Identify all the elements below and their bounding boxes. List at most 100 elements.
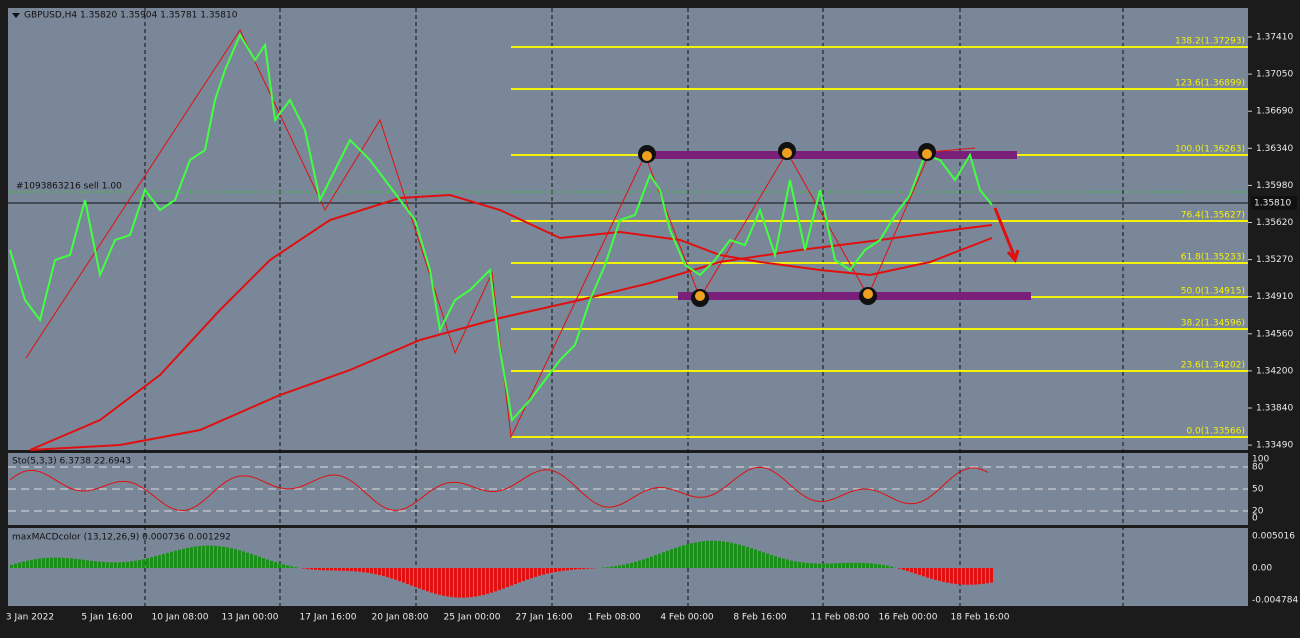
macd-bar bbox=[194, 547, 197, 568]
fib-label: 76.4(1.35627) bbox=[1181, 211, 1245, 221]
macd-bar bbox=[450, 568, 453, 597]
macd-bar bbox=[202, 546, 205, 568]
macd-bar bbox=[182, 549, 185, 568]
macd-bar bbox=[278, 563, 281, 568]
price-label: 1.33490 bbox=[1256, 441, 1293, 451]
macd-bar bbox=[522, 568, 525, 581]
macd-bar bbox=[418, 568, 421, 589]
time-label: 16 Feb 00:00 bbox=[878, 613, 937, 623]
macd-bar bbox=[662, 552, 665, 568]
macd-bar bbox=[754, 550, 757, 568]
macd-bar bbox=[978, 568, 981, 584]
macd-bar bbox=[82, 560, 85, 568]
macd-bar bbox=[478, 568, 481, 596]
macd-bar bbox=[218, 546, 221, 568]
macd-bar bbox=[190, 547, 193, 568]
macd-axis-label: 0.00 bbox=[1252, 564, 1272, 574]
price-panel bbox=[8, 8, 1248, 450]
macd-bar bbox=[690, 543, 693, 568]
macd-bar bbox=[174, 551, 177, 568]
macd-bar bbox=[658, 554, 661, 568]
sto-axis-label: 80 bbox=[1252, 463, 1264, 473]
macd-bar bbox=[178, 550, 181, 568]
macd-bar bbox=[570, 568, 573, 570]
current-price: 1.35810 bbox=[1254, 199, 1291, 209]
order-label: #1093863216 sell 1.00 bbox=[16, 182, 122, 192]
macd-bar bbox=[686, 544, 689, 568]
macd-bar bbox=[426, 568, 429, 591]
macd-bar bbox=[210, 546, 213, 568]
macd-bar bbox=[486, 568, 489, 594]
macd-bar bbox=[510, 568, 513, 586]
macd-bar bbox=[790, 561, 793, 568]
macd-bar bbox=[274, 562, 277, 568]
time-label: 27 Jan 16:00 bbox=[516, 613, 573, 623]
macd-bar bbox=[318, 568, 321, 570]
macd-bar bbox=[786, 560, 789, 568]
macd-bar bbox=[866, 563, 869, 568]
macd-bar bbox=[442, 568, 445, 596]
macd-bar bbox=[654, 555, 657, 568]
macd-bar bbox=[106, 562, 109, 568]
macd-bar bbox=[234, 549, 237, 568]
fib-label: 23.6(1.34202) bbox=[1181, 361, 1245, 371]
macd-bar bbox=[226, 547, 229, 568]
macd-bar bbox=[874, 564, 877, 568]
fib-label: 50.0(1.34915) bbox=[1181, 287, 1245, 297]
macd-bar bbox=[34, 559, 37, 568]
macd-bar bbox=[678, 547, 681, 568]
macd-bar bbox=[826, 564, 829, 568]
macd-bar bbox=[966, 568, 969, 585]
macd-bar bbox=[358, 568, 361, 572]
macd-bar bbox=[314, 568, 317, 570]
macd-bar bbox=[374, 568, 377, 574]
macd-bar bbox=[454, 568, 457, 597]
price-label: 1.34560 bbox=[1256, 329, 1293, 339]
macd-bar bbox=[166, 553, 169, 568]
macd-bar bbox=[698, 542, 701, 568]
fib-label: 138.2(1.37293) bbox=[1175, 37, 1245, 47]
macd-bar bbox=[778, 557, 781, 568]
macd-bar bbox=[114, 562, 117, 568]
macd-bar bbox=[154, 556, 157, 568]
macd-bar bbox=[334, 568, 337, 571]
macd-bar bbox=[726, 542, 729, 568]
macd-bar bbox=[834, 563, 837, 568]
macd-bar bbox=[766, 554, 769, 568]
macd-bar bbox=[462, 568, 465, 598]
macd-bar bbox=[370, 568, 373, 573]
macd-bar bbox=[718, 541, 721, 568]
macd-bar bbox=[102, 562, 105, 568]
macd-bar bbox=[14, 564, 17, 568]
macd-bar bbox=[574, 568, 577, 569]
macd-bar bbox=[558, 568, 561, 571]
macd-bar bbox=[990, 568, 993, 583]
macd-bar bbox=[770, 555, 773, 568]
macd-bar bbox=[338, 568, 341, 571]
macd-bar bbox=[650, 557, 653, 568]
price-label: 1.37410 bbox=[1256, 33, 1293, 43]
macd-bar bbox=[566, 568, 569, 570]
macd-bar bbox=[934, 568, 937, 580]
macd-bar bbox=[466, 568, 469, 597]
macd-bar bbox=[554, 568, 557, 572]
macd-bar bbox=[850, 563, 853, 568]
macd-bar bbox=[674, 548, 677, 568]
macd-bar bbox=[818, 564, 821, 568]
macd-bar bbox=[810, 563, 813, 568]
macd-bar bbox=[38, 559, 41, 568]
macd-bar bbox=[78, 559, 81, 568]
time-label: 20 Jan 08:00 bbox=[372, 613, 429, 623]
price-label: 1.36340 bbox=[1256, 144, 1293, 154]
macd-bar bbox=[250, 554, 253, 568]
time-label: 17 Jan 16:00 bbox=[300, 613, 357, 623]
fib-label: 123.6(1.36899) bbox=[1175, 79, 1245, 89]
time-label: 10 Jan 08:00 bbox=[152, 613, 209, 623]
macd-bar bbox=[538, 568, 541, 576]
macd-bar bbox=[474, 568, 477, 597]
macd-bar bbox=[882, 565, 885, 568]
macd-bar bbox=[970, 568, 973, 585]
macd-bar bbox=[394, 568, 397, 580]
macd-bar bbox=[198, 546, 201, 568]
macd-bar bbox=[714, 541, 717, 568]
